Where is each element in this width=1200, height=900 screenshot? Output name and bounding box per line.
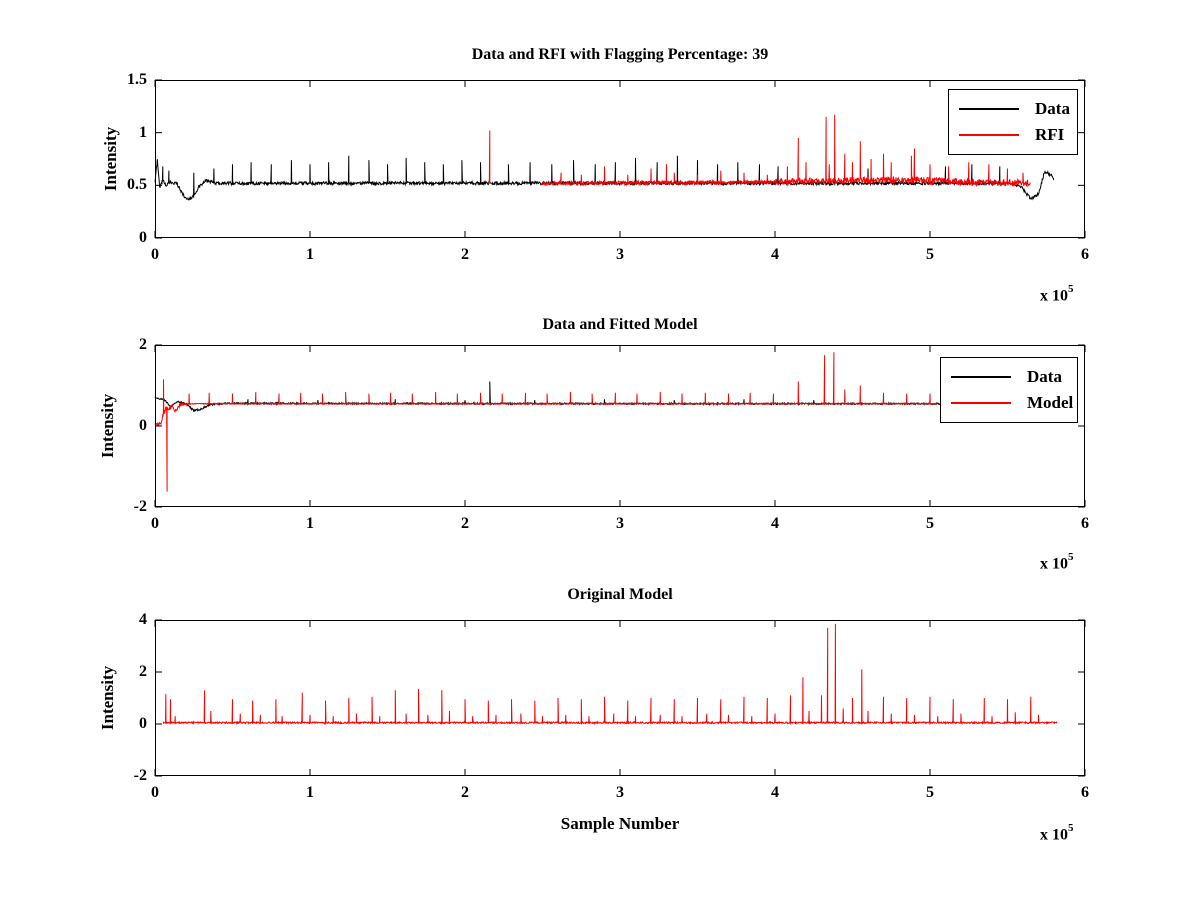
y-tick-label: 2 xyxy=(139,663,147,680)
y-tick-label: 0.5 xyxy=(127,176,147,194)
legend-line-sample-rfi xyxy=(959,133,1019,136)
y-tick-label: 2 xyxy=(139,336,147,353)
x-tick-label: 6 xyxy=(1081,784,1089,801)
x-tick-label: 4 xyxy=(771,246,779,263)
subplot1-plot-area xyxy=(154,79,1086,239)
legend-line-sample-data xyxy=(951,376,1011,379)
exponent-prefix: x 10 xyxy=(1040,287,1068,305)
exponent-power: 5 xyxy=(1068,822,1074,834)
exponent-power: 5 xyxy=(1068,551,1074,563)
exponent-prefix: x 10 xyxy=(1040,555,1068,573)
subplot3-x-axis-label: Sample Number xyxy=(560,814,680,833)
x-tick-label: 0 xyxy=(151,246,159,263)
legend-line-sample-data xyxy=(959,108,1019,111)
legend-label-model: Model xyxy=(1027,392,1074,412)
legend-label-rfi: RFI xyxy=(1035,124,1065,144)
legend-label-data: Data xyxy=(1027,367,1062,387)
x-tick-label: 2 xyxy=(461,784,469,801)
x-tick-label: 0 xyxy=(151,784,159,801)
y-tick-label: 1 xyxy=(139,123,147,141)
subplot1-legend: Data RFI xyxy=(948,89,1078,155)
subplot1-x-exponent-label: x 105 xyxy=(1040,283,1074,305)
legend-entry-data: Data xyxy=(959,99,1070,119)
series-path-model xyxy=(154,352,938,492)
series-path-rfi xyxy=(487,130,492,184)
exponent-power: 5 xyxy=(1068,283,1074,295)
x-tick-label: 6 xyxy=(1081,246,1089,263)
x-tick-label: 3 xyxy=(616,515,624,532)
y-tick-label: 1.5 xyxy=(127,71,147,88)
exponent-prefix: x 10 xyxy=(1040,826,1068,844)
x-tick-label: 3 xyxy=(616,784,624,801)
axes-box xyxy=(155,620,1085,776)
y-tick-label: 4 xyxy=(139,611,147,628)
legend-label-data: Data xyxy=(1035,99,1070,119)
x-tick-label: 6 xyxy=(1081,515,1089,532)
y-tick-label: 0 xyxy=(139,417,147,434)
series-path-model xyxy=(162,623,1058,726)
subplot3-x-exponent-label: x 105 xyxy=(1040,822,1074,844)
legend-entry-data: Data xyxy=(951,367,1067,387)
axes-box xyxy=(155,80,1085,238)
x-tick-label: 3 xyxy=(616,246,624,263)
y-tick-label: 0 xyxy=(139,715,147,732)
x-tick-label: 5 xyxy=(926,515,934,532)
subplot2-x-exponent-label: x 105 xyxy=(1040,551,1074,573)
series-path-rfi xyxy=(542,114,1031,188)
subplot1-title: Data and RFI with Flagging Percentage: 3… xyxy=(471,46,769,63)
subplot3-plot-area xyxy=(154,619,1086,777)
x-tick-label: 4 xyxy=(771,784,779,801)
x-tick-label: 1 xyxy=(306,515,314,532)
x-tick-label: 2 xyxy=(461,515,469,532)
y-tick-label: -2 xyxy=(133,767,147,784)
x-tick-label: 5 xyxy=(926,246,934,263)
x-tick-label: 1 xyxy=(306,246,314,263)
legend-entry-rfi: RFI xyxy=(959,125,1067,145)
subplot2-legend: Data Model xyxy=(940,357,1078,423)
x-tick-label: 5 xyxy=(926,784,934,801)
x-tick-label: 4 xyxy=(771,515,779,532)
legend-line-sample-model xyxy=(951,401,1011,404)
x-tick-label: 1 xyxy=(306,784,314,801)
subplot2-title: Data and Fitted Model xyxy=(542,316,698,333)
x-tick-label: 2 xyxy=(461,246,469,263)
subplot2-plot-area xyxy=(154,344,1086,508)
series-path-data xyxy=(154,381,1047,413)
y-tick-label: 0 xyxy=(139,229,147,246)
x-tick-label: 0 xyxy=(151,515,159,532)
legend-entry-model: Model xyxy=(951,393,1073,413)
y-tick-label: -2 xyxy=(133,498,147,515)
subplot3-title: Original Model xyxy=(567,586,673,603)
